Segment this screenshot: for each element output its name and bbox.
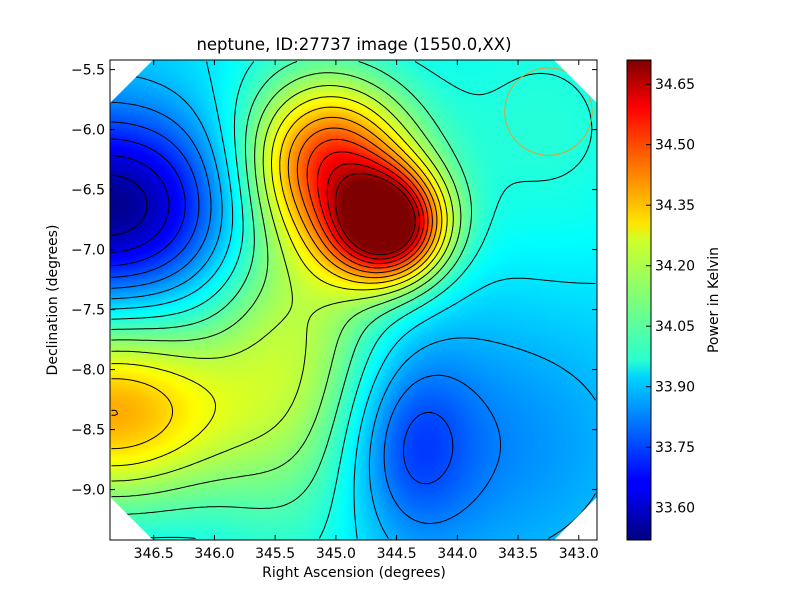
- chart-title: neptune, ID:27737 image (1550.0,XX): [196, 35, 511, 54]
- contour-line: [306, 138, 429, 269]
- contour-line: [296, 127, 433, 274]
- colorbar-ticks: 33.60 33.75 33.90 34.05 34.20 34.35 34.50 34.65: [646, 77, 695, 517]
- y-axis-label: Declination (degrees): [45, 225, 61, 376]
- x-tick-label: 345.0: [316, 546, 356, 562]
- x-axis-label: Right Ascension (degrees): [262, 565, 446, 581]
- contour-lines: [111, 61, 596, 539]
- y-tick-label: −7.5: [71, 303, 105, 319]
- colorbar-tick-label: 33.60: [655, 501, 695, 517]
- y-tick-label: −7.0: [71, 243, 105, 259]
- contour-line: [111, 155, 170, 253]
- contour-line: [111, 174, 148, 236]
- contour-line: [111, 121, 454, 485]
- y-tick-label: −8.0: [71, 363, 105, 379]
- contour-line: [111, 72, 462, 498]
- x-tick-label: 344.5: [377, 546, 417, 562]
- contour-line: [335, 173, 416, 256]
- contour-line: [111, 101, 501, 524]
- contour-line: [111, 96, 448, 467]
- contour-line: [111, 85, 454, 482]
- colorbar-label: Power in Kelvin: [706, 247, 722, 353]
- plot-frame: [109, 59, 598, 541]
- x-tick-label: 344.0: [437, 546, 477, 562]
- colorbar-tick-label: 34.65: [655, 77, 695, 93]
- colorbar: 33.60 33.75 33.90 34.05 34.20 34.35 34.50 34.65…: [626, 59, 722, 541]
- y-tick-label: −6.5: [71, 183, 105, 199]
- contour-line: [326, 163, 420, 260]
- contour-line: [111, 61, 593, 539]
- y-tick-label: −5.5: [71, 63, 105, 79]
- x-tick-label: 343.0: [559, 546, 599, 562]
- x-tick-label: 343.5: [498, 546, 538, 562]
- x-tick-label: 345.5: [255, 546, 295, 562]
- contour-line: [111, 138, 186, 267]
- colorbar-gradient: [626, 59, 652, 541]
- contour-line: [111, 116, 438, 416]
- contour-line: [317, 151, 425, 264]
- x-axis: 346.5 346.0 345.5 345.0 344.5 344.0 343.5 343.0: [134, 60, 599, 562]
- y-tick-label: −6.0: [71, 123, 105, 139]
- colorbar-tick-label: 34.35: [655, 198, 695, 214]
- colorbar-tick-label: 33.75: [655, 440, 695, 456]
- contour-line: [111, 106, 443, 450]
- y-axis: −5.5 −6.0 −6.5 −7.0 −7.5 −8.0 −8.5 −9.0: [71, 63, 597, 499]
- contour-line: [111, 61, 596, 539]
- colorbar-tick-label: 34.20: [655, 259, 695, 275]
- x-tick-label: 346.5: [134, 546, 174, 562]
- y-tick-label: −9.0: [71, 483, 105, 499]
- colorbar-tick-label: 33.90: [655, 380, 695, 396]
- contour-line: [111, 61, 472, 515]
- beam-circle: [504, 67, 593, 156]
- colorbar-tick-label: 34.05: [655, 319, 695, 335]
- plot-area: [109, 59, 598, 541]
- x-tick-label: 346.0: [194, 546, 234, 562]
- y-tick-label: −8.5: [71, 423, 105, 439]
- colorbar-tick-label: 34.50: [655, 138, 695, 154]
